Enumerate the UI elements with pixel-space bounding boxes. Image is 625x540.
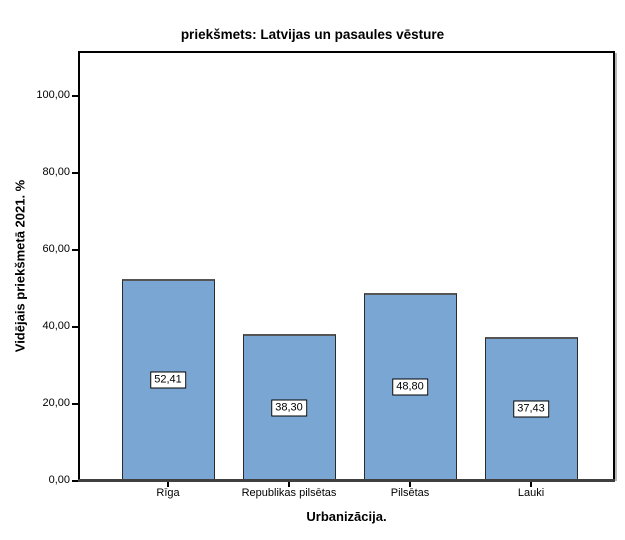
y-tick-label: 60,00 — [42, 243, 70, 255]
x-tick-mark — [530, 482, 532, 487]
y-tick-mark — [72, 95, 78, 97]
plot-frame-left-border — [78, 51, 80, 481]
x-category-label: Lauki — [517, 487, 545, 499]
plot-frame-right-shadow — [615, 53, 617, 481]
y-tick-label: 40,00 — [42, 320, 70, 332]
bar-pils-tas — [363, 293, 457, 481]
x-tick-mark — [409, 482, 411, 487]
x-tick-mark — [288, 482, 290, 487]
x-tick-mark — [167, 482, 169, 487]
x-axis-title: Urbanizācija. — [306, 509, 387, 524]
bar-value-label: 37,43 — [513, 400, 549, 418]
chart-title: priekšmets: Latvijas un pasaules vēsture — [180, 27, 445, 42]
x-category-label: Rīga — [156, 487, 180, 499]
y-tick-label: 80,00 — [42, 166, 70, 178]
y-tick-mark — [72, 249, 78, 251]
bar-value-label: 52,41 — [150, 371, 186, 389]
x-category-label: Republikas pilsētas — [241, 487, 337, 499]
y-tick-mark — [72, 326, 78, 328]
y-tick-label: 0,00 — [48, 474, 70, 486]
plot-frame-top-border — [78, 51, 615, 53]
bar-value-label: 48,80 — [392, 378, 428, 396]
bar-value-label: 38,30 — [271, 399, 307, 416]
y-tick-mark — [72, 480, 78, 482]
y-tick-mark — [72, 172, 78, 174]
plot-frame-right-border — [613, 51, 615, 481]
y-tick-mark — [72, 403, 78, 405]
y-tick-label: 100,00 — [36, 89, 70, 101]
x-axis-line — [78, 479, 615, 482]
y-tick-label: 20,00 — [42, 397, 70, 409]
x-category-label: Pilsētas — [390, 487, 430, 499]
